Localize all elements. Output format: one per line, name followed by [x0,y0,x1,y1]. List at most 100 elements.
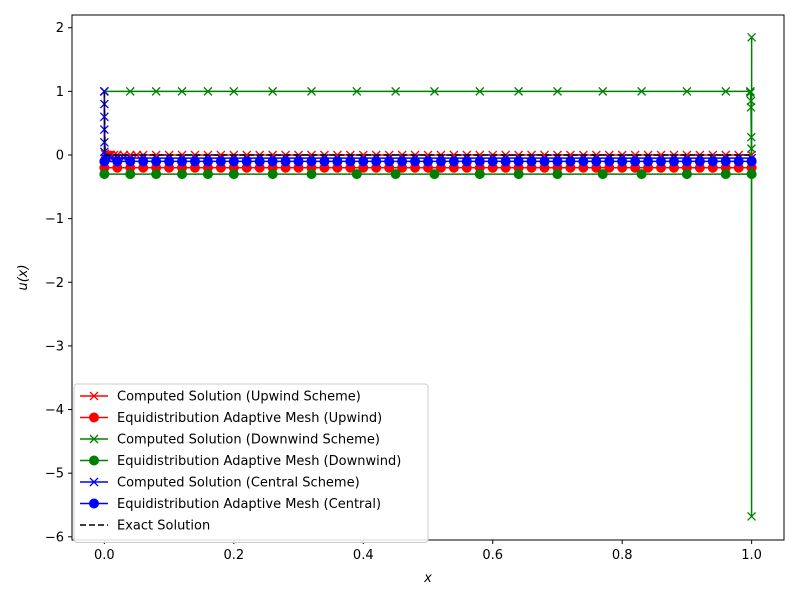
data-point [552,156,563,167]
legend: Computed Solution (Upwind Scheme) Equidis… [73,383,429,543]
data-point [682,86,692,96]
legend-marker [89,434,99,444]
data-point [630,156,641,167]
data-point [306,169,317,180]
data-point [578,156,589,167]
legend-label: Equidistribution Adaptive Mesh (Upwind) [117,411,382,426]
data-point [254,156,265,167]
x-tick-label: 0.0 [94,548,115,563]
series-line [103,91,752,156]
series-5 [99,156,757,167]
legend-item: Equidistribution Adaptive Mesh (Downwind… [80,454,401,469]
data-point [461,156,472,167]
data-point [177,156,188,167]
legend-item: Equidistribution Adaptive Mesh (Central) [80,497,381,512]
data-point [267,156,278,167]
data-point [164,156,175,167]
data-point [668,156,679,167]
data-point [636,169,647,180]
data-point [435,156,446,167]
data-point [307,86,316,96]
legend-marker [89,498,99,509]
legend-label: Exact Solution [117,519,210,534]
legend-label: Computed Solution (Downwind Scheme) [117,433,380,448]
data-point [552,86,562,96]
data-point [746,144,756,154]
data-point [280,156,291,167]
data-point [526,156,537,167]
legend-label: Computed Solution (Upwind Scheme) [117,390,361,405]
data-point [707,156,718,167]
plot-series-layer [99,32,757,521]
series-6 [103,91,752,156]
x-axis-label: x [423,571,432,586]
data-point [565,156,576,167]
data-point [604,156,615,167]
data-point [151,156,162,167]
data-point [391,86,401,96]
data-point [720,156,731,167]
y-axis-label: u(x) [16,264,31,290]
data-point [151,169,162,180]
y-tick-label: −1 [45,212,64,227]
legend-marker [89,391,99,401]
data-point [721,86,731,96]
legend-item: Computed Solution (Central Scheme) [80,476,360,491]
data-point [539,156,550,167]
data-point [268,86,278,96]
series-3 [99,169,757,180]
data-point [745,88,755,98]
legend-box [73,383,429,543]
data-point [617,156,628,167]
data-point [228,169,239,180]
data-point [151,86,161,96]
y-tick-label: −5 [45,467,64,482]
data-point [351,169,362,180]
data-point [637,86,647,96]
legend-item: Exact Solution [80,519,210,534]
data-point [746,156,757,167]
x-tick-label: 0.8 [612,548,633,563]
data-point [746,132,756,142]
y-tick-label: 1 [56,85,64,100]
y-tick-label: −3 [45,339,64,354]
y-tick-label: −4 [45,403,64,418]
data-point [229,86,239,96]
data-point [125,156,136,167]
data-point [177,169,188,180]
data-point [125,169,136,180]
legend-marker [89,412,99,423]
data-point [99,112,109,122]
data-point [513,156,524,167]
legend-item: Computed Solution (Upwind Scheme) [80,390,361,405]
data-point [319,156,330,167]
data-point [514,86,524,96]
series-line [104,37,753,517]
data-point [694,156,705,167]
data-point [681,156,692,167]
data-point [138,156,149,167]
data-point [474,156,485,167]
data-point [733,156,744,167]
data-point [112,156,123,167]
y-axis: 2 1 0 −1 −2 −3 −4 −5 −6 [45,21,72,545]
x-tick-label: 0.6 [482,548,503,563]
data-point [591,156,602,167]
data-point [746,169,757,180]
data-point [656,156,667,167]
data-point [202,169,213,180]
data-point [306,156,317,167]
data-point [423,156,433,167]
data-point [474,169,485,180]
data-point [643,156,654,167]
legend-label: Equidistribution Adaptive Mesh (Central) [117,497,381,512]
data-point [99,169,110,180]
y-tick-label: 2 [56,21,64,36]
data-point [241,156,252,167]
x-tick-label: 0.2 [223,548,244,563]
y-tick-label: −6 [45,530,64,545]
legend-item: Equidistribution Adaptive Mesh (Upwind) [80,411,382,426]
data-point [228,156,239,167]
data-point [552,169,563,180]
legend-label: Equidistribution Adaptive Mesh (Downwind… [117,454,401,469]
